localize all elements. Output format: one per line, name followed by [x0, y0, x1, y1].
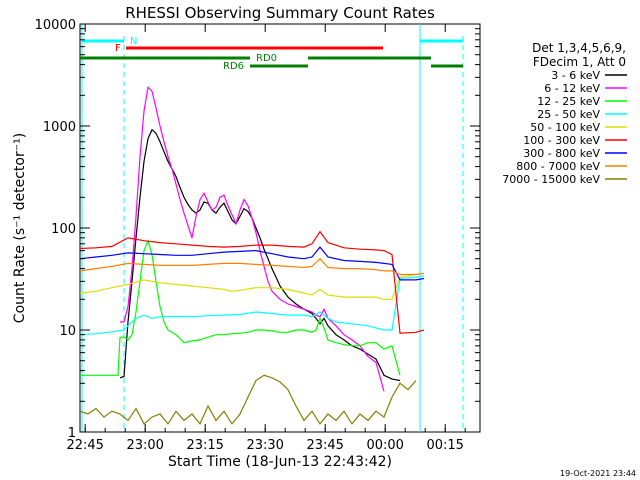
- x-tick-label-1: 23:00: [126, 438, 163, 453]
- legend-label-7: 800 - 7000 keV: [516, 160, 600, 173]
- footer-timestamp: 19-Oct-2021 23:44: [560, 469, 636, 478]
- legend-label-5: 100 - 300 keV: [523, 134, 600, 147]
- y-tick-label-4: 10000: [35, 18, 76, 33]
- series-line-0: [119, 128, 401, 382]
- x-tick-label-2: 23:15: [186, 438, 223, 453]
- x-tick-label-0: 22:45: [66, 438, 103, 453]
- x-tick-label-3: 23:30: [246, 438, 283, 453]
- y-tick-label-0: 1: [68, 426, 76, 441]
- series-line-6: [79, 246, 425, 281]
- series-group: [79, 85, 425, 426]
- legend-label-3: 25 - 50 keV: [537, 108, 600, 121]
- legend-header-line-2: FDecim 1, Att 0: [533, 55, 626, 69]
- legend-header-line-1: Det 1,3,4,5,6,9,: [532, 41, 626, 55]
- series-line-2: [80, 238, 401, 376]
- series-line-7: [79, 257, 425, 276]
- flag-label-rd0: RD0: [256, 53, 277, 64]
- x-tick-label-4: 23:45: [306, 438, 343, 453]
- y-tick-label-2: 100: [51, 222, 76, 237]
- legend-label-6: 300 - 800 keV: [523, 147, 600, 160]
- y-axis-label: Count Rate (s⁻¹ detector⁻¹): [12, 133, 28, 323]
- chart-title: RHESSI Observing Summary Count Rates: [125, 4, 435, 22]
- legend-label-1: 6 - 12 keV: [544, 82, 600, 95]
- series-line-3: [79, 275, 425, 336]
- flag-label-flare: F: [115, 43, 121, 54]
- x-tick-label-5: 00:00: [366, 438, 403, 453]
- flag-label-night: N: [130, 36, 137, 47]
- x-axis-label: Start Time (18-Jun-13 22:43:42): [168, 454, 392, 470]
- legend-label-0: 3 - 6 keV: [551, 69, 600, 82]
- axis-group: 22:45 23:00 23:15 23:30 23:45 00:00 00:15 1 10 10…: [35, 18, 480, 453]
- legend-label-4: 50 - 100 keV: [530, 121, 600, 134]
- series-line-8: [79, 374, 417, 426]
- flag-label-rd6: RD6: [223, 61, 244, 72]
- series-line-5: [79, 230, 425, 334]
- legend-label-2: 12 - 25 keV: [537, 95, 600, 108]
- legend-label-8: 7000 - 15000 keV: [502, 173, 600, 186]
- series-line-4: [79, 272, 425, 300]
- legend: Det 1,3,4,5,6,9, FDecim 1, Att 0 3 - 6 k…: [502, 41, 627, 186]
- series-line-1: [120, 85, 385, 392]
- y-tick-label-3: 1000: [43, 120, 76, 135]
- y-tick-label-1: 10: [59, 324, 76, 339]
- x-tick-label-6: 00:15: [426, 438, 463, 453]
